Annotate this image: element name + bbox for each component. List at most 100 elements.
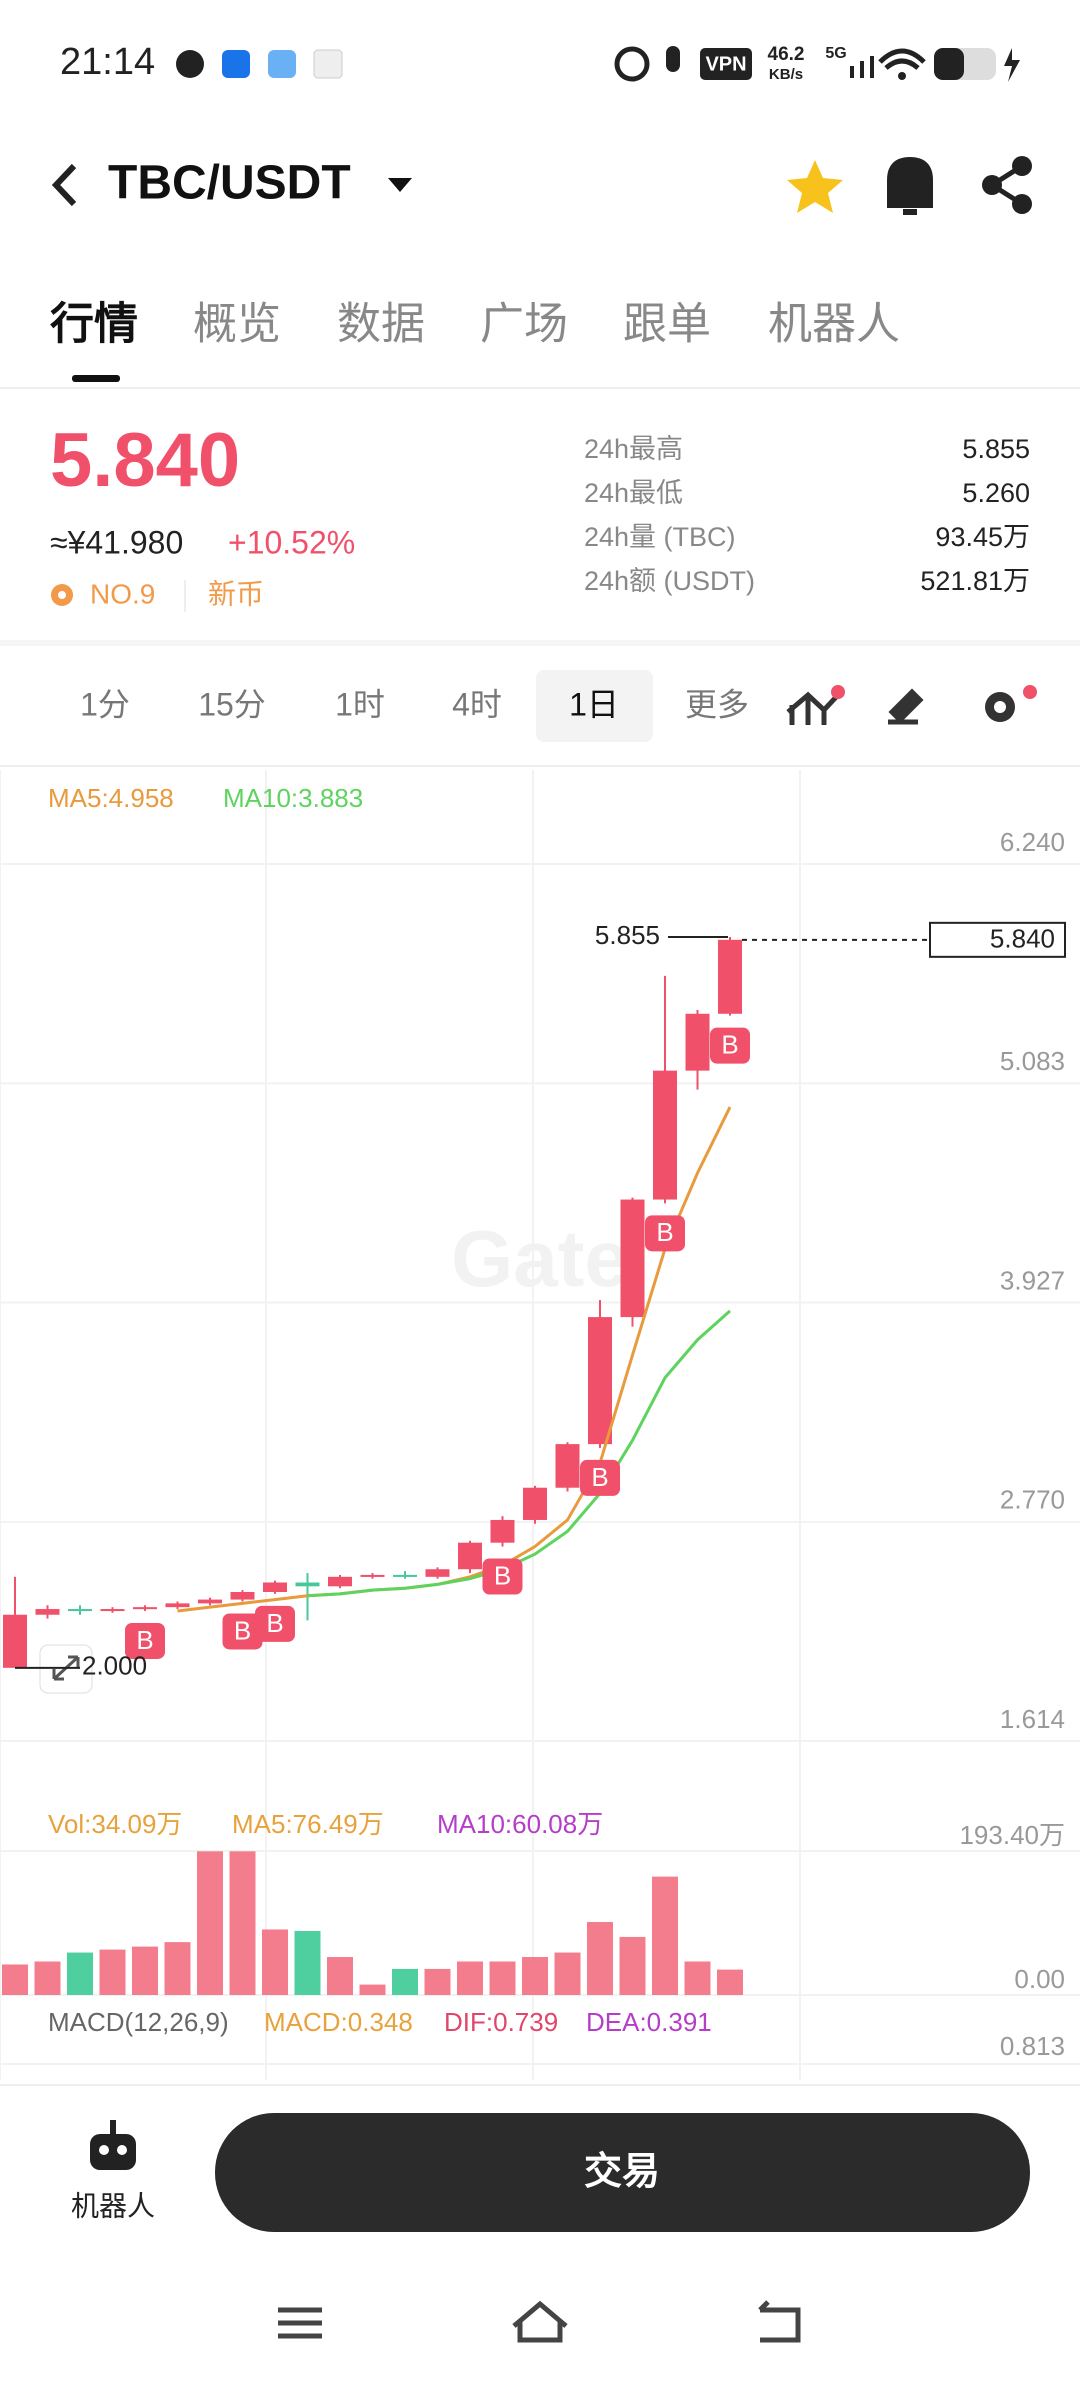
ma-line (177, 1106, 732, 1613)
buy-marker-label: B (136, 1625, 153, 1655)
stat-label: 24h最低 (584, 478, 683, 508)
share-button[interactable] (982, 156, 1032, 214)
tab-underline (72, 375, 120, 382)
tab[interactable]: 数据 (337, 300, 425, 349)
interval[interactable]: 1日 (569, 686, 619, 722)
buy-marker (580, 1459, 620, 1496)
candle-body (425, 1569, 450, 1577)
volume-bar (164, 1942, 191, 1995)
buy-marker (645, 1215, 685, 1252)
trade-label[interactable]: 交易 (584, 2150, 660, 2193)
tab[interactable]: 广场 (480, 300, 568, 349)
volume-bar (132, 1946, 158, 1995)
volume-bar (229, 1851, 256, 1995)
interval-selected-bg (536, 670, 653, 742)
buy-marker-label: B (234, 1615, 251, 1645)
stat-value: 521.81万 (920, 566, 1030, 596)
candle-body (295, 1582, 320, 1587)
stat-value: 5.260 (962, 478, 1030, 508)
candle-body (68, 1609, 92, 1612)
volume-bar (2, 1964, 28, 1995)
candle-body (458, 1542, 482, 1570)
low-marker-label: 2.000 (82, 1651, 147, 1681)
volume-bar (457, 1961, 483, 1995)
settings-button[interactable] (985, 685, 1037, 722)
volume-bar (522, 1957, 548, 1995)
y-tick-label: 5.083 (1000, 1046, 1065, 1076)
candle-body (718, 939, 742, 1014)
candle-body (523, 1487, 547, 1520)
volume-bar (717, 1969, 743, 1995)
volume-bar (262, 1929, 288, 1995)
buy-marker (710, 1027, 750, 1064)
candle-body (165, 1603, 190, 1608)
nav-back[interactable] (758, 2300, 801, 2343)
volume-ma-label: MA5:76.49万 (232, 1809, 384, 1839)
tab[interactable]: 机器人 (768, 300, 900, 349)
candle-body (35, 1609, 60, 1615)
status-speed: 46.2 (768, 44, 805, 65)
candle-body (555, 1444, 580, 1488)
stat-label: 24h额 (USDT) (584, 566, 755, 596)
pair-title[interactable]: TBC/USDT (108, 157, 351, 210)
buy-marker-label: B (494, 1560, 511, 1590)
buy-marker (482, 1558, 523, 1595)
volume-bar (652, 1876, 678, 1995)
interval[interactable]: 1时 (335, 686, 385, 722)
volume-bar (294, 1930, 321, 1995)
volume-bar (99, 1949, 126, 1995)
pair-dropdown[interactable] (388, 178, 412, 192)
candle-body (360, 1574, 385, 1577)
status-signal: 5G (825, 45, 846, 62)
tab[interactable]: 行情 (50, 300, 138, 349)
interval[interactable]: 15分 (198, 686, 266, 722)
status-vpn: VPN (705, 53, 746, 75)
volume-bar (327, 1957, 353, 1995)
candle-body (230, 1591, 255, 1600)
buy-marker (255, 1605, 295, 1642)
candle-body (198, 1599, 222, 1604)
volume-bar (359, 1984, 386, 1995)
change-percent: +10.52% (228, 524, 355, 560)
favorite-star[interactable] (787, 160, 843, 213)
nav-menu[interactable] (278, 2307, 322, 2339)
tab[interactable]: 概览 (193, 300, 281, 349)
volume-bar (197, 1851, 223, 1995)
interval[interactable]: 1分 (80, 686, 130, 722)
tab[interactable]: 跟单 (623, 300, 711, 349)
alert-bell[interactable] (887, 156, 933, 215)
y-tick-label: 3.927 (1000, 1265, 1065, 1295)
status-speed-unit: KB/s (769, 66, 803, 83)
stat-label: 24h最高 (584, 434, 683, 464)
volume-bar (67, 1952, 93, 1995)
divider (0, 640, 1080, 646)
back-button[interactable] (51, 163, 77, 207)
candle-body (685, 1013, 710, 1071)
y-tick-label: 6.240 (1000, 827, 1065, 857)
status-app-icons (176, 49, 343, 79)
draw-button[interactable] (888, 688, 924, 725)
volume-tick-label: 0.00 (1014, 1964, 1065, 1994)
candle-body (133, 1607, 157, 1610)
interval[interactable]: 4时 (452, 686, 502, 722)
buy-marker (125, 1622, 165, 1659)
interval[interactable]: 更多 (685, 686, 749, 722)
nav-bar (278, 2300, 801, 2343)
indicator-button[interactable] (786, 685, 845, 725)
last-price-label: 5.840 (990, 924, 1055, 954)
volume-bar (619, 1936, 646, 1995)
volume-bar (424, 1968, 451, 1995)
buy-marker-label: B (591, 1462, 608, 1492)
candle-body (588, 1317, 612, 1445)
status-time: 21:14 (60, 41, 155, 83)
robot-label[interactable]: 机器人 (71, 2190, 155, 2221)
nav-home[interactable] (512, 2300, 568, 2343)
buy-marker-label: B (656, 1217, 673, 1247)
last-price-box (929, 921, 1066, 958)
volume-title: Vol:34.09万 (48, 1809, 182, 1839)
robot-icon[interactable] (90, 2120, 136, 2170)
volume-ma-label: MA10:60.08万 (437, 1809, 603, 1839)
trade-button[interactable] (215, 2113, 1030, 2232)
